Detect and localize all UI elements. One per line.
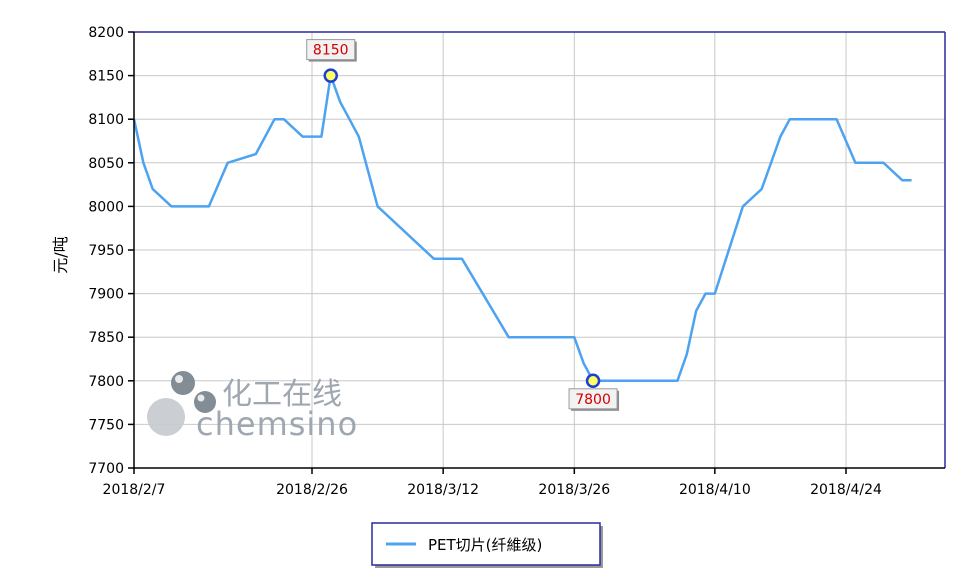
- y-tick-label: 8200: [88, 25, 124, 41]
- watermark: 化工在线 chemsino: [147, 371, 358, 443]
- y-axis-label: 元/吨: [51, 236, 70, 273]
- annotation-box: [568, 388, 618, 410]
- legend[interactable]: PET切片(纤維级): [371, 522, 603, 568]
- watermark-logo-highlight-1: [175, 375, 183, 383]
- series-line-pet: [132, 74, 912, 383]
- x-tick-label: 2018/4/24: [810, 482, 882, 498]
- annotation-box: [306, 39, 356, 61]
- y-tick-label: 7850: [88, 330, 124, 346]
- watermark-text-en: chemsino: [196, 405, 358, 443]
- y-tick-label: 7800: [88, 374, 124, 390]
- legend-label-pet: PET切片(纤維级): [428, 536, 542, 554]
- y-tick-label: 7750: [88, 417, 124, 433]
- annotation-marker: [323, 68, 338, 83]
- data-annotations: 8150 7800: [306, 39, 620, 411]
- annotation-label: 7800: [575, 392, 611, 408]
- y-tick-label: 7900: [88, 287, 124, 303]
- x-tick-label: 2018/4/10: [679, 482, 751, 498]
- annotation-label: 8150: [313, 43, 349, 59]
- x-tick-label: 2018/3/12: [407, 482, 479, 498]
- x-tick-label: 2018/2/7: [103, 482, 166, 498]
- watermark-text-cn: 化工在线: [222, 377, 342, 412]
- y-tick-label: 8150: [88, 69, 124, 85]
- y-tick-label: 7700: [88, 461, 124, 477]
- x-tick-label: 2018/3/26: [538, 482, 610, 498]
- watermark-logo-ball-1: [171, 371, 195, 395]
- y-tick-label: 8050: [88, 156, 124, 172]
- annotation-marker: [585, 373, 601, 389]
- x-tick-label: 2018/2/26: [276, 482, 348, 498]
- y-tick-label: 8000: [88, 199, 124, 215]
- watermark-logo-large-ball: [147, 398, 185, 436]
- y-tick-label: 8100: [88, 112, 124, 128]
- watermark-logo-highlight-2: [197, 394, 205, 402]
- x-axis-ticks: 2018/2/7 2018/2/26 2018/3/12 2018/3/26 2018/…: [103, 468, 882, 498]
- y-tick-label: 7950: [88, 243, 124, 259]
- y-axis-ticks: 7700 7750 7800 7850 7900 7950 8000 8050 8100 8150…: [88, 25, 134, 477]
